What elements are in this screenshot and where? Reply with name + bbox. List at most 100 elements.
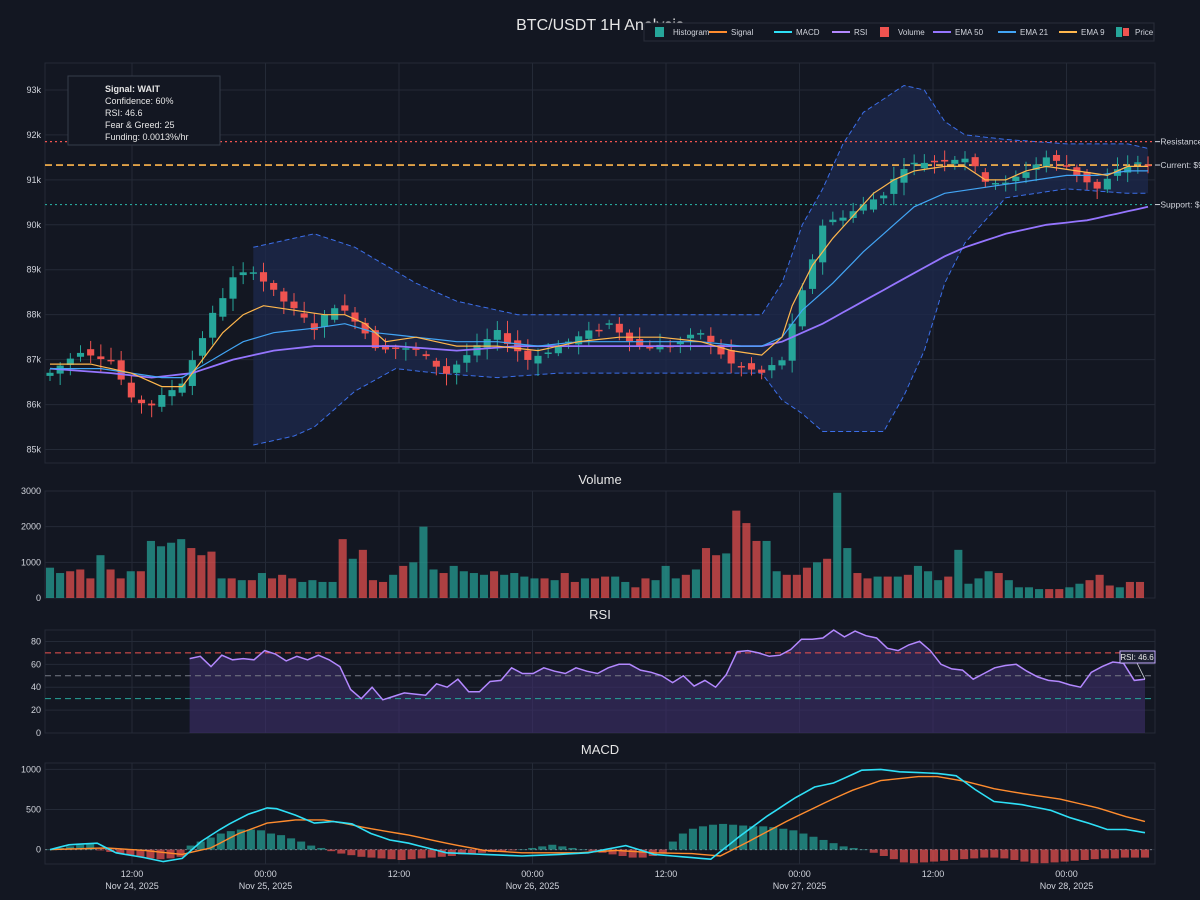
histogram-bar	[849, 847, 858, 850]
candle-body	[432, 360, 440, 367]
candle-body	[117, 360, 125, 380]
histogram-bar	[437, 849, 446, 857]
histogram-bar	[66, 846, 75, 850]
histogram-bar	[357, 849, 366, 857]
volume-bar	[45, 567, 55, 598]
candle-body	[930, 160, 939, 163]
resistance-level-label: Resistance:	[1158, 137, 1200, 147]
volume-bar	[399, 565, 408, 598]
candle-body	[727, 350, 735, 364]
candle-body	[1042, 157, 1050, 168]
volume-bar	[762, 540, 771, 598]
volume-bar	[1115, 587, 1124, 598]
candle-body	[178, 383, 186, 393]
candle-body	[107, 359, 115, 362]
volume-bar	[1125, 581, 1134, 598]
volume-bar	[520, 576, 529, 598]
histogram-bar	[397, 849, 406, 860]
candle-body	[656, 344, 664, 350]
histogram-bar	[236, 829, 245, 850]
volume-bar	[813, 562, 822, 598]
volume-bar	[893, 576, 902, 598]
histogram-bar	[1020, 849, 1029, 862]
candle-body	[1093, 181, 1101, 189]
candle-body	[961, 158, 969, 163]
histogram-bar	[940, 849, 949, 861]
candle-body	[381, 345, 390, 350]
candle-body	[1083, 171, 1091, 183]
candle-body	[453, 364, 461, 373]
legend-swatch-price	[1116, 27, 1122, 37]
volume-bar	[227, 578, 236, 598]
volume-bar	[379, 581, 388, 598]
candle-body	[483, 339, 491, 348]
histogram-bar	[116, 849, 125, 854]
histogram-bar	[829, 843, 838, 850]
volume-bar	[217, 578, 226, 598]
legend-box	[643, 22, 1155, 42]
volume-bar	[479, 574, 489, 598]
histogram-bar	[638, 849, 647, 858]
volume-bar	[873, 576, 882, 598]
volume-bar	[167, 542, 176, 598]
histogram-bar	[779, 828, 788, 850]
volume-bar	[782, 574, 791, 598]
candle-body	[554, 345, 562, 354]
candle-body	[575, 336, 583, 345]
histogram-bar	[839, 846, 848, 850]
x-tick-label: 12:00	[121, 869, 144, 879]
volume-bar	[540, 578, 549, 598]
histogram-bar	[789, 830, 798, 850]
volume-bar	[802, 567, 811, 598]
histogram-bar	[206, 837, 215, 850]
histogram-bar	[769, 827, 778, 850]
candle-body	[168, 390, 176, 397]
candle-body	[473, 345, 481, 356]
legend-label-rsi: RSI	[854, 28, 867, 37]
candle-body	[229, 277, 237, 299]
candle-body	[524, 350, 532, 360]
volume-bar	[883, 576, 892, 598]
histogram-bar	[86, 843, 95, 850]
histogram-bar	[1050, 849, 1059, 863]
rsi-area-fill	[189, 630, 1146, 733]
price-y-tick-label: 93k	[26, 85, 41, 95]
volume-bar	[570, 581, 579, 598]
histogram-bar	[307, 845, 316, 850]
candle-body	[1052, 154, 1061, 161]
histogram-bar	[528, 847, 537, 850]
volume-title: Volume	[578, 472, 621, 487]
volume-bar	[1095, 574, 1104, 598]
histogram-bar	[1110, 849, 1119, 859]
bollinger-lower-line	[253, 188, 1148, 446]
candle-body	[676, 341, 684, 345]
x-tick-date: Nov 26, 2025	[506, 881, 560, 891]
volume-bar	[1065, 587, 1074, 598]
price-y-tick-label: 92k	[26, 130, 41, 140]
volume-bar	[389, 574, 398, 598]
legend-label-histogram: Histogram	[673, 28, 710, 37]
volume-bar	[207, 551, 216, 598]
x-tick-label: 12:00	[655, 869, 678, 879]
histogram-bar	[45, 849, 55, 851]
volume-bar	[580, 578, 589, 598]
volume-bar	[136, 571, 145, 598]
rsi-panel: 0 20 40 60 80	[31, 629, 1156, 738]
candle-body	[910, 162, 918, 165]
info-signal: Signal: WAIT	[105, 84, 161, 94]
histogram-bar	[698, 826, 707, 850]
candle-body	[1103, 178, 1111, 190]
candle-body	[829, 219, 837, 223]
volume-bar	[742, 523, 751, 598]
macd-y-tick-label: 500	[26, 804, 41, 814]
volume-bar	[126, 571, 135, 598]
histogram-bar	[277, 835, 286, 850]
legend[interactable]: Histogram Signal MACD RSI Volume EMA 50 EMA 21…	[643, 22, 1155, 42]
x-tick-date: Nov 28, 2025	[1040, 881, 1094, 891]
candle-body	[97, 356, 105, 360]
candle-body	[808, 259, 817, 289]
histogram-bar	[608, 849, 617, 855]
price-y-tick-label: 86k	[26, 400, 41, 410]
ema50-line	[49, 205, 1149, 379]
candle-body	[158, 395, 166, 407]
